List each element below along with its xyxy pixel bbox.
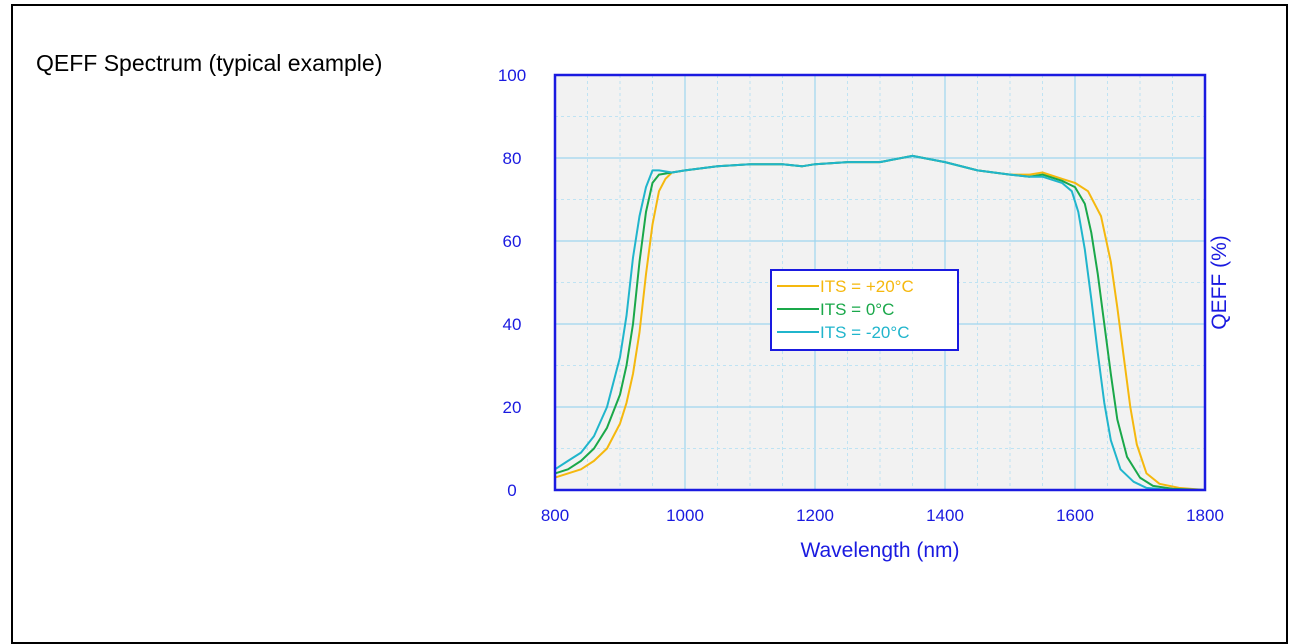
y-tick-label: 100 [498,66,526,85]
x-tick-label: 1400 [926,506,964,525]
y-tick-label: 20 [503,398,522,417]
plot-frame [553,73,1207,492]
legend-label-2: ITS = 0°C [820,300,894,319]
y-tick-label: 60 [503,232,522,251]
legend-label-1: ITS = +20°C [820,277,914,296]
x-tick-label: 1600 [1056,506,1094,525]
y-tick-label: 0 [507,481,516,500]
x-axis-title: Wavelength (nm) [800,539,959,562]
x-tick-label: 800 [541,506,569,525]
y-tick-label: 40 [503,315,522,334]
x-tick-label: 1000 [666,506,704,525]
y-tick-label: 80 [503,149,522,168]
y-axis-title: QEFF (%) [1208,235,1231,330]
x-tick-label: 1800 [1186,506,1224,525]
section-title: QEFF Spectrum (typical example) [36,50,383,76]
series-line-3 [554,154,1206,491]
legend-label-3: ITS = -20°C [820,323,909,342]
legend: ITS = +20°C ITS = 0°C ITS = -20°C [770,269,959,351]
x-tick-label: 1200 [796,506,834,525]
